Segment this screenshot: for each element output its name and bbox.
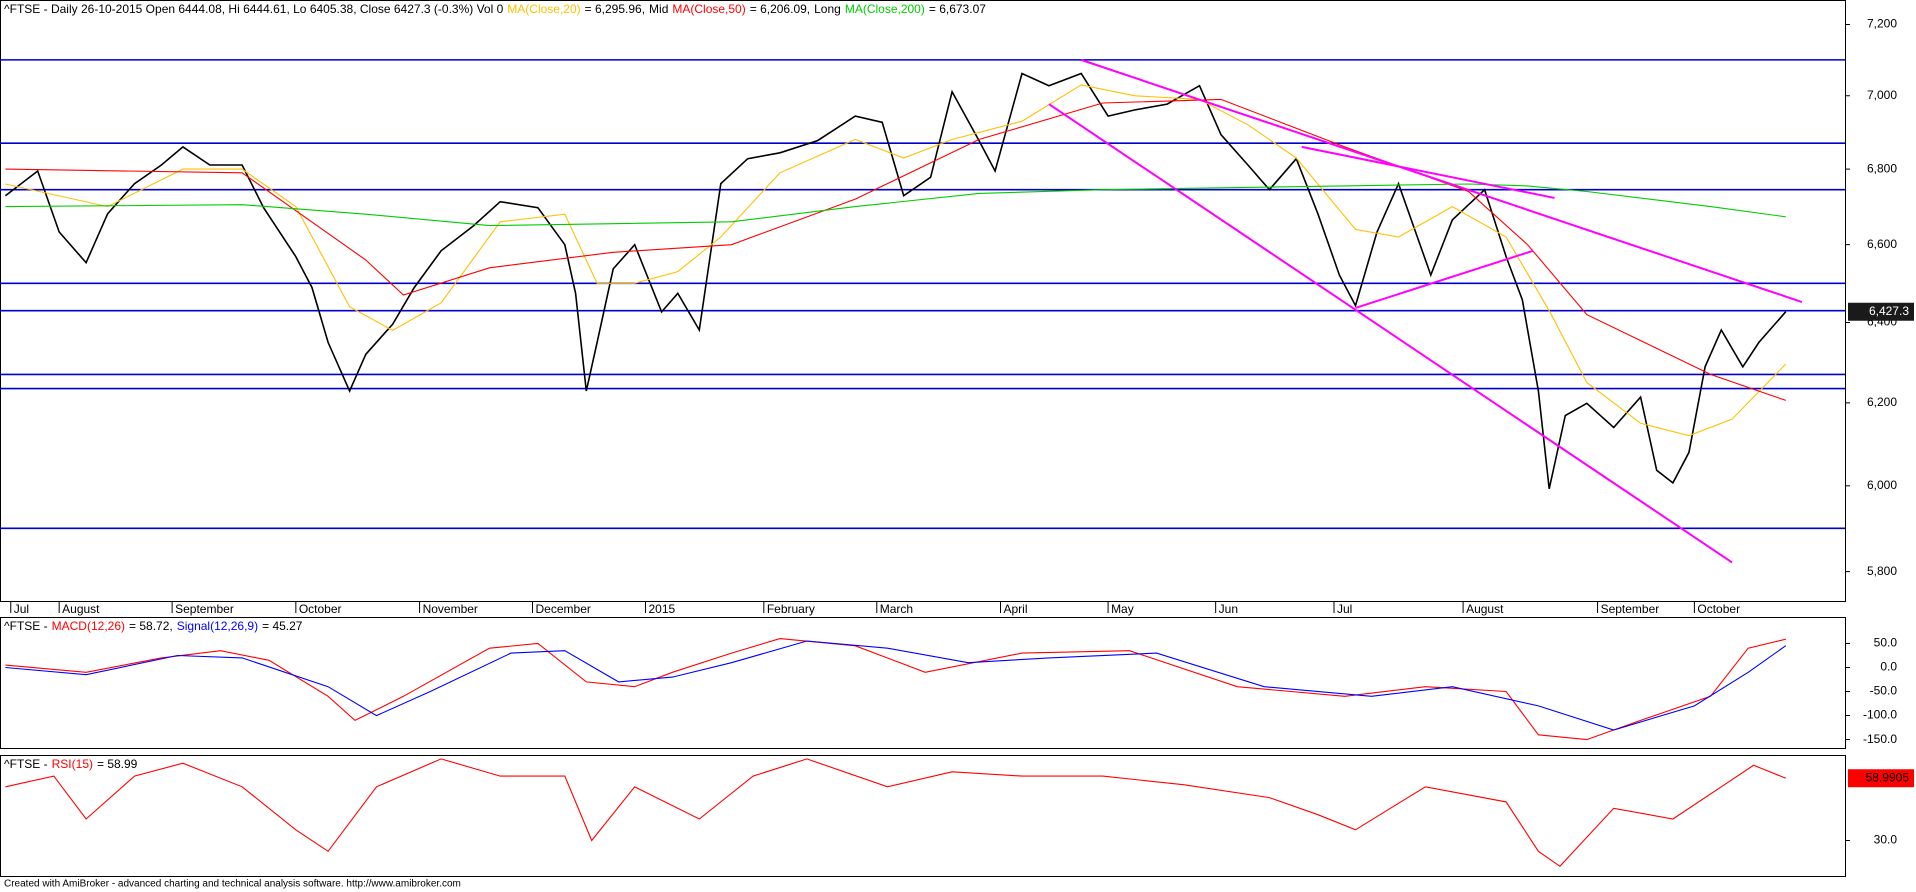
panel-header: ^FTSE - RSI(15) = 58.99 [4,757,138,771]
y-tick-label: 6,600 [1867,237,1897,251]
legend-value: = 6,673.07 [929,2,986,16]
y-tick-label: 5,800 [1867,564,1897,578]
y-tick-label: -100.0 [1863,708,1897,722]
header-title: ^FTSE - Daily 26-10-2015 Open 6444.08, H… [4,2,504,16]
series-line [4,72,1787,489]
legend-value: = 6,206.09, [750,2,810,16]
legend-value: = 58.72, [129,619,173,633]
trend-line [1355,249,1534,309]
legend-name: RSI(15) [52,757,93,771]
legend-value: = 45.27 [262,619,303,633]
x-tick-label: February [767,602,815,616]
panel-header: ^FTSE - MACD(12,26) = 58.72, Signal(12,26,9… [4,619,303,633]
legend-name: MA(Close,200) [845,2,925,16]
legend-name: Signal(12,26,9) [177,619,258,633]
y-tick-label: 6,200 [1867,395,1897,409]
x-tick-label: Jul [14,602,29,616]
y-tick-label: 7,200 [1867,17,1897,31]
series-line [5,84,1787,437]
x-tick-label: April [1003,602,1027,616]
x-tick-label: November [423,602,478,616]
last-value-box [1848,769,1914,788]
series-line [5,640,1787,731]
trend-line [1301,145,1555,199]
series-line [5,183,1786,227]
legend-prefix: Mid [649,2,668,16]
x-tick-label: May [1111,602,1134,616]
footer: Created with AmiBroker - advanced charti… [4,879,461,890]
x-tick-label: August [62,602,100,616]
panel-frame [0,0,1846,602]
x-tick-label: December [536,602,591,616]
y-tick-label: 6,800 [1867,161,1897,175]
trend-line [1080,58,1803,303]
y-tick-label: -150.0 [1863,732,1897,746]
last-value-label: 58.9905 [1866,770,1910,784]
last-value-box [1848,302,1914,321]
series-line [5,758,1787,868]
x-tick-label: 2015 [648,602,675,616]
panel-header: ^FTSE - Daily 26-10-2015 Open 6444.08, H… [4,2,986,16]
y-tick-label: 50.0 [1874,636,1898,650]
legend-name: MACD(12,26) [52,619,125,633]
y-tick-label: 7,000 [1867,88,1897,102]
x-tick-label: October [299,602,342,616]
panel-frame [0,617,1846,749]
x-tick-label: March [880,602,913,616]
y-tick-label: -50.0 [1870,684,1898,698]
trend-line [1048,103,1733,564]
y-tick-label: 30.0 [1874,833,1898,847]
header-title: ^FTSE - [4,757,48,771]
x-tick-label: September [1601,602,1660,616]
x-tick-label: September [175,602,234,616]
legend-name: MA(Close,20) [507,2,580,16]
y-tick-label: 0.0 [1880,660,1897,674]
x-tick-label: August [1466,602,1504,616]
legend-value: = 6,295.96, [585,2,645,16]
header-title: ^FTSE - [4,619,48,633]
series-line [5,638,1786,741]
x-tick-label: Jun [1219,602,1238,616]
panel-frame [0,755,1846,877]
legend-name: MA(Close,50) [672,2,745,16]
legend-value: = 58.99 [97,757,138,771]
legend-prefix: Long [814,2,841,16]
y-tick-label: 6,000 [1867,478,1897,492]
series-line [5,98,1786,401]
x-tick-label: October [1697,602,1740,616]
last-value-label: 6,427.3 [1869,304,1909,318]
x-tick-label: Jul [1337,602,1352,616]
